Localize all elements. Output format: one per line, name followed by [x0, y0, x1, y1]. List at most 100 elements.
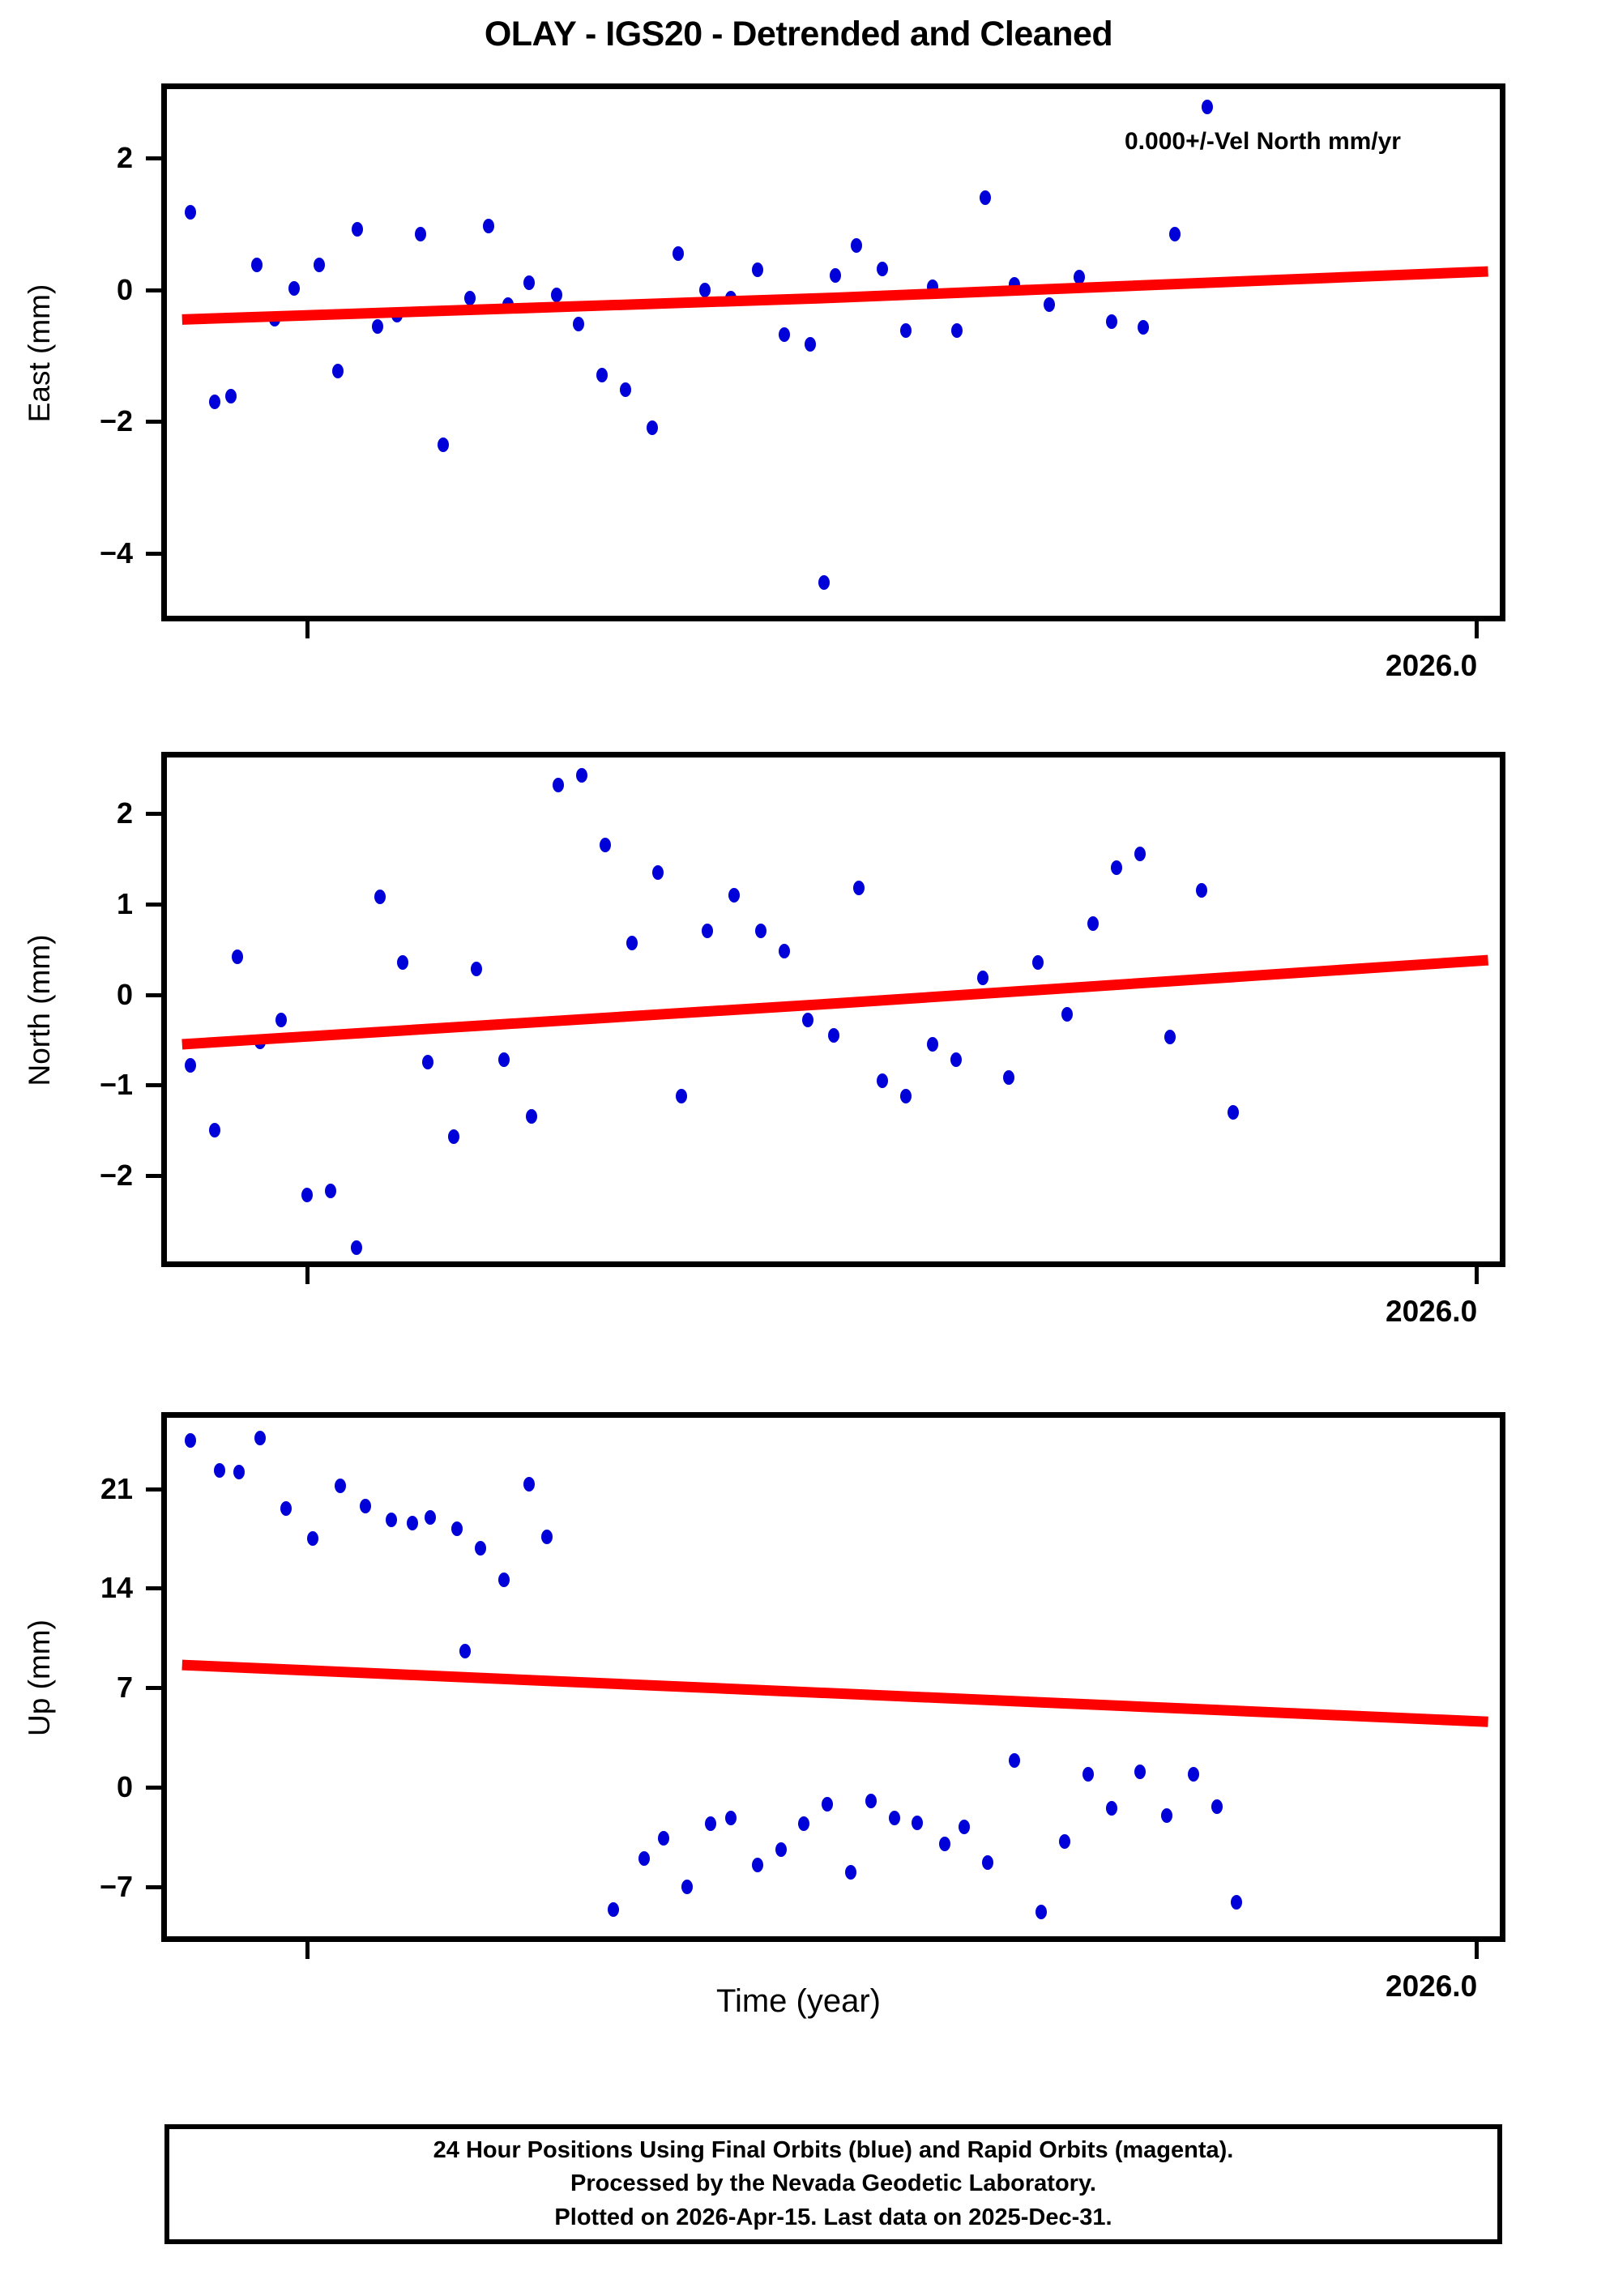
y-tick-up-1	[146, 1586, 167, 1591]
data-point	[1032, 955, 1044, 971]
data-point	[865, 1794, 877, 1809]
y-tick-label-east-1: 0	[116, 272, 133, 306]
x-tick-east-0	[305, 616, 310, 638]
trend-line-north	[181, 954, 1489, 1050]
data-point	[778, 943, 790, 958]
data-point	[638, 1850, 650, 1866]
data-point	[626, 935, 638, 950]
data-point	[576, 768, 588, 783]
data-point	[851, 237, 863, 253]
x-tick-north-0	[305, 1261, 310, 1284]
plot-area-up[interactable]	[146, 1412, 1505, 1959]
data-point	[437, 437, 449, 452]
y-tick-label-east-3: −4	[99, 536, 133, 570]
data-point	[471, 962, 483, 977]
y-tick-up-4	[146, 1884, 167, 1889]
data-point	[927, 1036, 939, 1052]
y-tick-label-north-3: −1	[99, 1068, 133, 1102]
data-point	[853, 880, 865, 895]
data-point	[681, 1879, 694, 1894]
data-point	[899, 323, 912, 339]
data-point	[798, 1816, 810, 1832]
data-point	[331, 363, 344, 378]
data-point	[1134, 1764, 1146, 1779]
plot-area-north[interactable]	[146, 752, 1505, 1284]
data-point	[1137, 320, 1149, 335]
y-tick-label-up-2: 7	[116, 1671, 133, 1705]
data-point	[830, 267, 842, 283]
y-tick-label-east-2: −2	[99, 404, 133, 438]
y-tick-north-0	[146, 812, 167, 817]
trend-line-up	[181, 1659, 1488, 1727]
plot-area-east[interactable]	[146, 83, 1505, 638]
data-point	[572, 317, 584, 332]
footer-line-2: Processed by the Nevada Geodetic Laborat…	[570, 2170, 1096, 2197]
data-point	[938, 1837, 950, 1852]
data-point	[1044, 297, 1056, 312]
data-point	[1110, 860, 1122, 876]
data-point	[275, 1012, 288, 1027]
data-point	[474, 1541, 486, 1556]
data-point	[1002, 1070, 1014, 1086]
data-point	[1073, 269, 1085, 284]
y-tick-east-1	[146, 288, 167, 292]
data-point	[213, 1462, 225, 1478]
y-tick-up-0	[146, 1487, 167, 1492]
data-point	[652, 864, 664, 880]
data-point	[1211, 1799, 1223, 1815]
data-point	[959, 1819, 971, 1834]
data-point	[888, 1811, 900, 1826]
data-point	[672, 246, 684, 262]
x-axis-end-label-east: 2026.0	[1386, 649, 1478, 682]
data-point	[386, 1513, 398, 1528]
data-point	[619, 382, 631, 398]
y-tick-north-4	[146, 1173, 167, 1178]
y-tick-label-north-2: 0	[116, 977, 133, 1011]
trend-line-east	[181, 266, 1488, 325]
data-point	[704, 1816, 716, 1832]
data-point	[608, 1901, 620, 1917]
data-point	[778, 327, 790, 343]
x-tick-up-1	[1475, 1936, 1480, 1959]
data-point	[421, 1055, 433, 1070]
velocity-annotation: 0.000+/-Vel North mm/yr	[1125, 128, 1401, 155]
data-point	[459, 1643, 471, 1658]
data-point	[801, 1012, 813, 1027]
x-axis-title: Time (year)	[716, 1983, 881, 2019]
data-point	[950, 1052, 962, 1067]
data-point	[1009, 1752, 1021, 1768]
data-point	[350, 1240, 362, 1256]
data-point	[251, 257, 263, 272]
data-point	[523, 275, 536, 290]
data-point	[1087, 916, 1099, 932]
data-point	[334, 1479, 346, 1494]
data-point	[424, 1509, 436, 1525]
y-tick-label-north-4: −2	[99, 1158, 133, 1192]
data-point	[646, 420, 658, 436]
y-tick-up-2	[146, 1686, 167, 1691]
data-point	[288, 281, 301, 297]
data-point	[225, 389, 237, 404]
data-point	[313, 257, 325, 272]
data-point	[818, 575, 830, 591]
data-point	[827, 1027, 839, 1043]
data-point	[352, 222, 364, 237]
y-tick-label-up-0: 21	[100, 1471, 133, 1505]
data-point	[980, 190, 992, 206]
data-point	[307, 1531, 319, 1547]
y-tick-label-east-0: 2	[116, 141, 133, 175]
y-tick-east-3	[146, 551, 167, 556]
data-point	[751, 262, 763, 278]
data-point	[553, 777, 565, 792]
data-point	[701, 924, 713, 939]
y-tick-up-3	[146, 1785, 167, 1790]
data-point	[1061, 1007, 1074, 1022]
data-point	[407, 1515, 419, 1530]
data-point	[482, 219, 494, 233]
data-point	[325, 1183, 337, 1198]
data-point	[1168, 226, 1181, 241]
x-tick-up-0	[305, 1936, 310, 1959]
data-point	[497, 1052, 510, 1067]
y-tick-north-1	[146, 902, 167, 907]
data-point	[184, 1057, 196, 1073]
